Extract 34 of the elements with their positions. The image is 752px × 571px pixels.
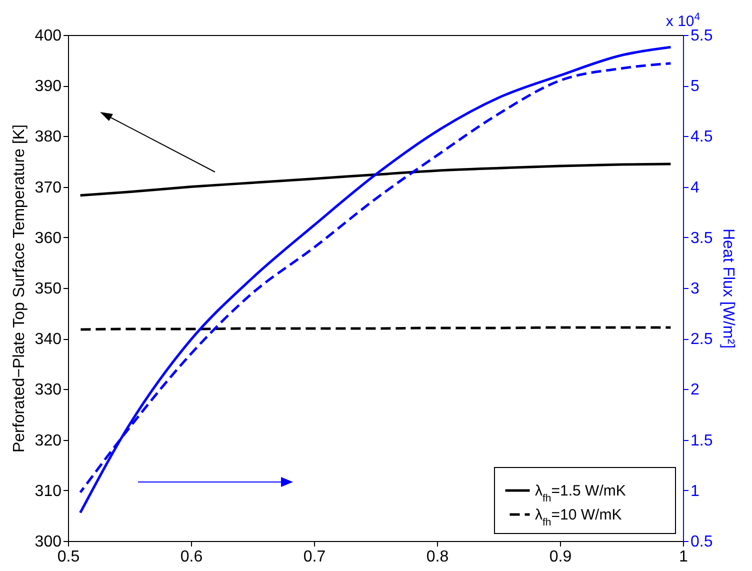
y-axis-title: Perforated−Plate Top Surface Temperature [K]	[10, 124, 28, 453]
y2-tick-label: 3	[690, 280, 700, 298]
y-tick-label: 300	[34, 534, 62, 550]
y-tick-label: 370	[34, 179, 62, 196]
x-tick-label: 0.5	[57, 548, 80, 566]
x-tick-label: 0.7	[303, 548, 326, 566]
y2-tick-label: 4	[690, 179, 700, 196]
y2-tick-label: 2	[690, 382, 700, 399]
y2-tick-label: 1.5	[690, 432, 713, 450]
y2-tick-label: 1	[690, 482, 700, 500]
x-tick-label: 0.9	[549, 548, 572, 566]
text: x 10$^{4}$	[666, 11, 700, 30]
x-tick-label: 0.8	[426, 548, 449, 566]
y-tick-label: 350	[34, 280, 62, 298]
y2-tick-label: 2.5	[690, 331, 713, 348]
y2-tick-label: 4.5	[690, 128, 713, 146]
y-tick-label: 340	[34, 331, 62, 348]
legend-label: λ$_{fh}$=1.5 W/mK	[535, 482, 626, 504]
y2-tick-label: 3.5	[690, 230, 713, 247]
x-tick-label: 0.6	[180, 548, 203, 566]
y2-axis-title: Heat Flux [W/m²]	[720, 228, 737, 349]
legend-label: λ$_{fh}$=10 W/mK	[535, 506, 622, 528]
y-tick-label: 390	[34, 78, 62, 96]
y-tick-label: 360	[34, 230, 62, 247]
line-series	[79, 162, 672, 197]
y2-tick-label: 5.5	[690, 28, 713, 44]
y-tick-label: 400	[34, 28, 62, 44]
y-tick-label: 310	[34, 482, 62, 500]
y2-tick-label: 5	[690, 78, 700, 96]
y-tick-label: 330	[34, 382, 62, 399]
x-tick-label: 1	[679, 548, 688, 566]
y-tick-label: 380	[34, 128, 62, 146]
y2-tick-label: 0.5	[690, 534, 713, 550]
y-tick-label: 320	[34, 432, 62, 450]
